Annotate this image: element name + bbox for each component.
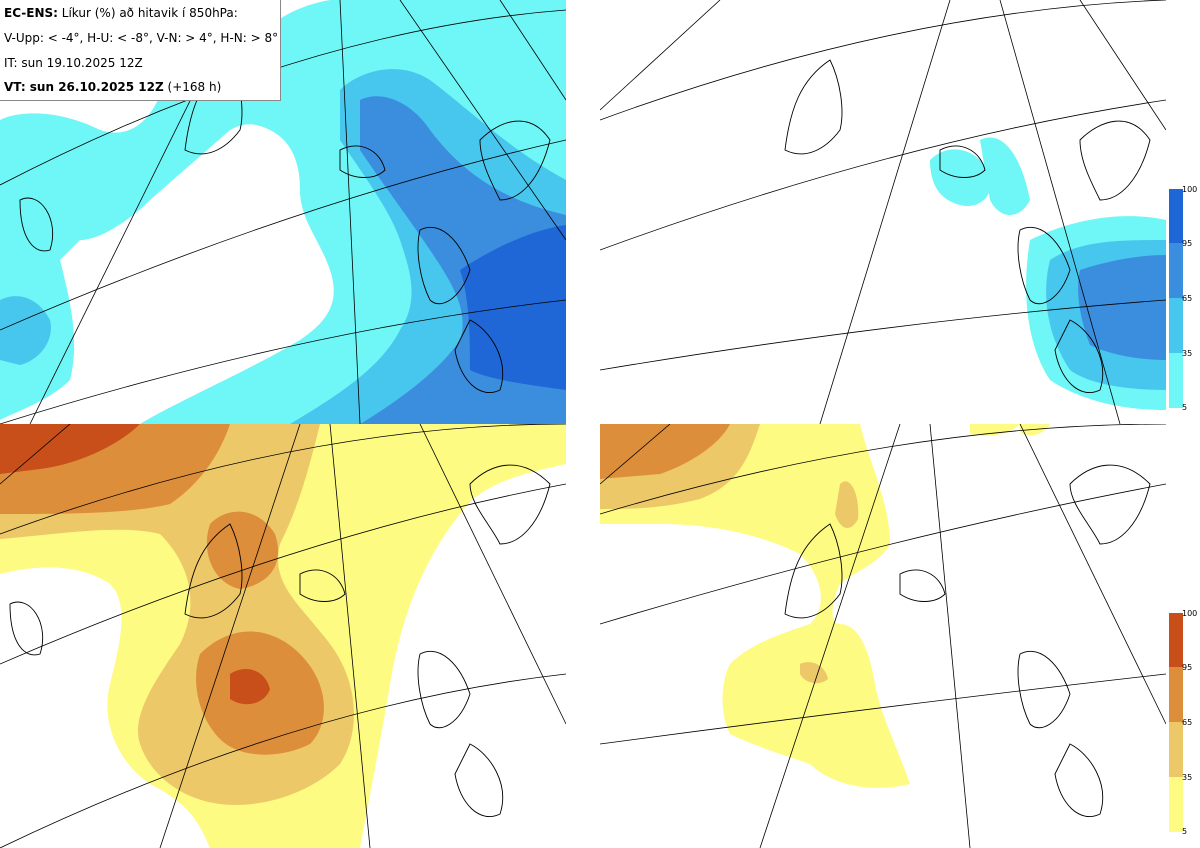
probability-area-35-65 (600, 424, 859, 684)
colorbar-segment (1169, 722, 1183, 777)
colorbar-label: 65 (1182, 294, 1193, 303)
map-panel-lower-right (600, 424, 1166, 848)
colorbar-segment (1169, 243, 1183, 298)
graticule (0, 0, 566, 424)
probability-area-5-35 (600, 424, 1050, 788)
colorbar-label: 5 (1182, 827, 1188, 836)
colorbar-label: 35 (1182, 773, 1193, 782)
map-panel-lower-left (0, 424, 566, 848)
probability-map-cold-4 (0, 0, 566, 424)
title-line: EC-ENS: Líkur (%) að hitavik í 850hPa: (4, 6, 238, 20)
colorbar-label: 100 (1182, 185, 1198, 194)
colorbar-label: 100 (1182, 609, 1198, 618)
colorbar-segment (1169, 298, 1183, 353)
probability-area-65-95 (600, 424, 730, 479)
probability-map-cold-8 (600, 0, 1166, 424)
probability-area-65-95 (1078, 255, 1166, 360)
colorbar-cold-8 (1169, 189, 1183, 408)
colorbar-segment (1169, 189, 1183, 243)
thresholds-line: V-Upp: < -4°, H-U: < -8°, V-N: > 4°, H-N… (4, 31, 279, 45)
colorbar-label: 95 (1182, 239, 1193, 248)
colorbar-label: 95 (1182, 663, 1193, 672)
panel-gap (566, 0, 600, 848)
valid-time: VT: sun 26.10.2025 12Z (4, 80, 164, 94)
map-panel-upper-left (0, 0, 566, 424)
probability-map-warm-4 (0, 424, 566, 848)
colorbar-label: 5 (1182, 403, 1188, 412)
info-box: EC-ENS: Líkur (%) að hitavik í 850hPa: V… (0, 0, 281, 101)
lead-time: (+168 h) (167, 80, 222, 94)
coastlines (784, 59, 1151, 394)
coastlines (9, 464, 551, 818)
colorbar-segment (1169, 613, 1183, 667)
graticule (0, 424, 566, 848)
graticule (600, 424, 1166, 848)
probability-area-95-100 (460, 225, 566, 390)
graticule (600, 0, 1166, 424)
map-panel-upper-right (600, 0, 1166, 424)
model-name: EC-ENS: (4, 6, 58, 20)
colorbar-label: 35 (1182, 349, 1193, 358)
colorbar-segment (1169, 353, 1183, 408)
coastlines (784, 464, 1151, 818)
colorbar-warm-8 (1169, 613, 1183, 832)
colorbar-segment (1169, 667, 1183, 722)
valid-time-line: VT: sun 26.10.2025 12Z (+168 h) (4, 80, 221, 94)
chart-title: Líkur (%) að hitavik í 850hPa: (61, 6, 238, 20)
colorbar-segment (1169, 777, 1183, 832)
probability-area-95-100 (0, 424, 270, 705)
colorbar-label: 65 (1182, 718, 1193, 727)
probability-map-warm-8 (600, 424, 1166, 848)
init-time: IT: sun 19.10.2025 12Z (4, 56, 143, 70)
